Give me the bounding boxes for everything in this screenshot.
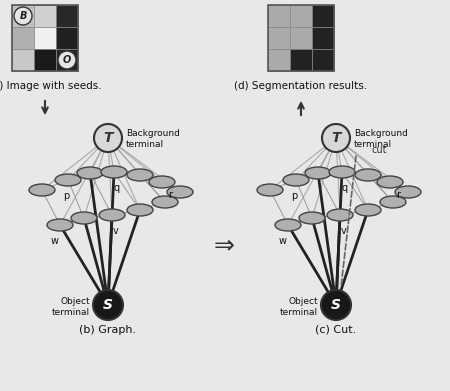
Text: T: T [331, 131, 341, 145]
Bar [12, 49, 34, 71]
Circle shape [94, 124, 122, 152]
Bar [312, 27, 334, 49]
Bar [12, 5, 34, 27]
Text: (d) Segmentation results.: (d) Segmentation results. [234, 81, 368, 91]
Ellipse shape [71, 212, 97, 224]
Text: p: p [291, 191, 297, 201]
Text: q: q [114, 183, 120, 193]
Ellipse shape [283, 174, 309, 186]
Bar [312, 49, 334, 71]
Text: q: q [342, 183, 348, 193]
Ellipse shape [329, 166, 355, 178]
Bar [12, 27, 34, 49]
Ellipse shape [380, 196, 406, 208]
Text: r: r [168, 190, 172, 200]
Bar [312, 5, 334, 27]
Ellipse shape [395, 186, 421, 198]
Bar [56, 5, 78, 27]
Ellipse shape [355, 204, 381, 216]
Ellipse shape [355, 169, 381, 181]
Text: w: w [51, 236, 59, 246]
Ellipse shape [101, 166, 127, 178]
Text: v: v [341, 226, 347, 236]
Bar [34, 27, 56, 49]
Text: S: S [331, 298, 341, 312]
Bar [56, 49, 78, 71]
Ellipse shape [275, 219, 301, 231]
Ellipse shape [47, 219, 73, 231]
Text: S: S [103, 298, 113, 312]
Bar [268, 49, 290, 71]
Text: Object
terminal: Object terminal [52, 297, 90, 317]
Text: B: B [19, 11, 27, 21]
Ellipse shape [127, 169, 153, 181]
Ellipse shape [327, 209, 353, 221]
Bar [268, 5, 290, 27]
Bar [268, 27, 290, 49]
Text: p: p [63, 191, 69, 201]
Ellipse shape [149, 176, 175, 188]
Text: r: r [396, 190, 400, 200]
Bar [34, 5, 56, 27]
Bar [290, 5, 312, 27]
Ellipse shape [299, 212, 325, 224]
Text: (b) Graph.: (b) Graph. [80, 325, 136, 335]
Text: v: v [113, 226, 119, 236]
Ellipse shape [305, 167, 331, 179]
Ellipse shape [55, 174, 81, 186]
Ellipse shape [29, 184, 55, 196]
Bar [290, 27, 312, 49]
Ellipse shape [257, 184, 283, 196]
Ellipse shape [167, 186, 193, 198]
Ellipse shape [152, 196, 178, 208]
Bar [290, 49, 312, 71]
Text: cut: cut [371, 145, 387, 155]
Text: T: T [103, 131, 113, 145]
Bar [56, 27, 78, 49]
Text: (c) Cut.: (c) Cut. [315, 325, 356, 335]
Text: w: w [279, 236, 287, 246]
Text: O: O [63, 55, 71, 65]
Ellipse shape [127, 204, 153, 216]
Text: (a) Image with seeds.: (a) Image with seeds. [0, 81, 101, 91]
Bar [12, 5, 78, 71]
Circle shape [14, 7, 32, 25]
Text: Background
terminal: Background terminal [354, 129, 408, 149]
Bar [268, 5, 334, 71]
Ellipse shape [377, 176, 403, 188]
Text: ⇒: ⇒ [213, 233, 234, 257]
Circle shape [93, 290, 123, 320]
Circle shape [322, 124, 350, 152]
Ellipse shape [99, 209, 125, 221]
Ellipse shape [77, 167, 103, 179]
Circle shape [58, 51, 76, 69]
Text: Object
terminal: Object terminal [280, 297, 318, 317]
Circle shape [321, 290, 351, 320]
Text: Background
terminal: Background terminal [126, 129, 180, 149]
Bar [34, 49, 56, 71]
